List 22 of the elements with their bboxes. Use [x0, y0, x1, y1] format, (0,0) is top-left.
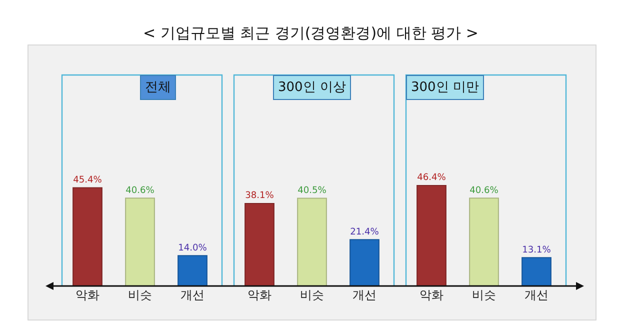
x-tick-label: 개선	[180, 288, 204, 302]
data-label: 21.4%	[350, 227, 380, 238]
data-label: 40.6%	[470, 186, 499, 196]
x-tick-label: 악화	[420, 288, 444, 302]
data-label: 45.4%	[73, 175, 102, 186]
data-label: 38.1%	[245, 191, 274, 202]
x-tick-label: 비슷	[472, 288, 496, 302]
x-tick-label: 개선	[352, 288, 376, 302]
chart-title: 300인 이상	[278, 80, 346, 95]
text: < 기업규모별 최근 경기(경영환경)에 대한 평가 >	[143, 24, 478, 42]
x-tick-label: 악화	[76, 288, 100, 302]
data-label: 13.1%	[522, 245, 552, 256]
x-tick-label: 개선	[524, 288, 548, 302]
data-label: 46.4%	[417, 173, 446, 184]
data-label: 40.6%	[126, 186, 155, 196]
chart-title: 전체	[145, 80, 171, 95]
x-tick-label: 비슷	[128, 288, 152, 302]
chart-title: 300인 미만	[411, 80, 479, 95]
x-tick-label: 악화	[248, 288, 272, 302]
x-tick-label: 비슷	[300, 288, 324, 302]
data-label: 14.0%	[178, 243, 208, 254]
data-label: 40.5%	[298, 186, 327, 196]
